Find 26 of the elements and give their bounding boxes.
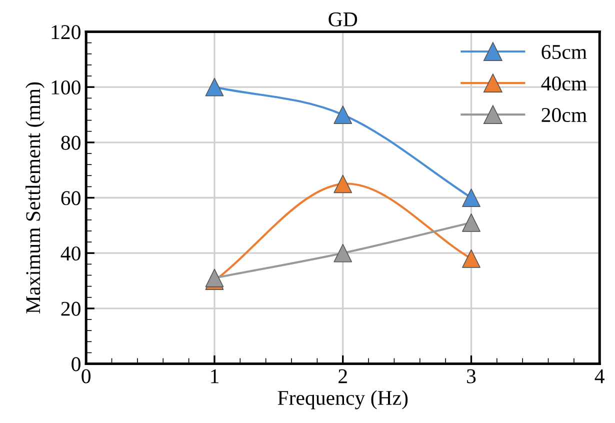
point: [205, 268, 224, 288]
point: [334, 106, 352, 124]
x-tick-label: 4: [594, 369, 605, 384]
x-tick-label: 2: [338, 369, 347, 384]
x-tick-label: 0: [82, 369, 91, 384]
y-tick-label: 0: [72, 357, 80, 372]
y-tick-label: 60: [61, 191, 80, 206]
y-tick-label: 20: [61, 302, 80, 316]
point: [462, 188, 480, 207]
y-tick-label: 120: [52, 25, 80, 40]
chart-title: GD: [328, 12, 358, 26]
y-tick-label: 80: [61, 136, 80, 150]
legend-label: 65cm: [542, 45, 587, 60]
legend-label: 20cm: [542, 108, 587, 122]
x-tick-label: 1: [211, 369, 218, 384]
y-tick-label: 40: [60, 246, 80, 261]
legend-label: 40cm: [541, 76, 587, 91]
x-tick-label: 3: [467, 369, 476, 384]
point: [462, 213, 480, 232]
point: [334, 174, 352, 194]
point: [205, 78, 224, 96]
point: [334, 244, 352, 262]
point: [462, 249, 480, 268]
y-axis-title: Maximum Settlement (mm): [26, 82, 44, 314]
x-axis-title: Frequency (Hz): [278, 390, 408, 410]
y-tick-label: 100: [52, 80, 80, 94]
